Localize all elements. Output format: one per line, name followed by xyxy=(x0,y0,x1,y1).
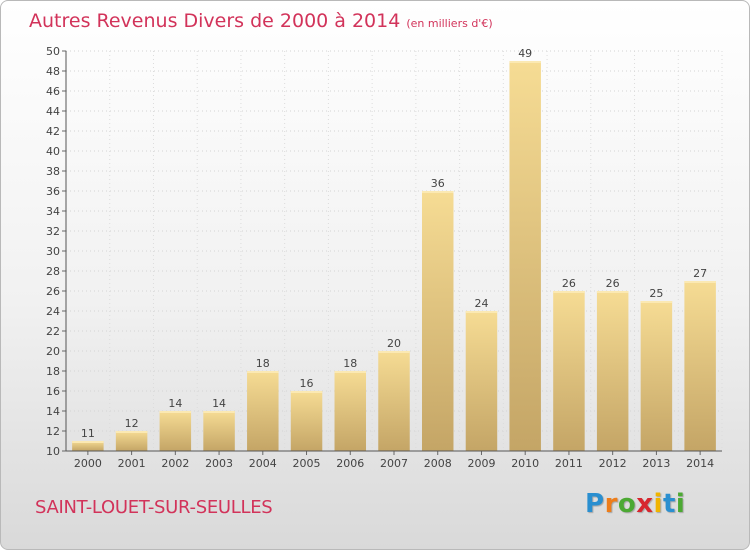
y-tick-label: 10 xyxy=(46,445,60,458)
x-tick-label: 2010 xyxy=(511,457,539,470)
y-tick-label: 46 xyxy=(46,85,60,98)
y-tick-label: 40 xyxy=(46,145,60,158)
bar-2009 xyxy=(465,311,498,451)
bar-2014 xyxy=(684,281,716,451)
commune-name: SAINT-LOUET-SUR-SEULLES xyxy=(35,497,273,518)
bar-value-label: 14 xyxy=(212,397,226,410)
bar-2002 xyxy=(159,411,192,451)
x-tick-label: 2012 xyxy=(599,457,627,470)
bar-highlight xyxy=(159,411,192,413)
bars xyxy=(72,61,716,451)
bar-highlight xyxy=(203,411,235,413)
y-tick-label: 22 xyxy=(46,325,60,338)
x-tick-label: 2007 xyxy=(380,457,408,470)
axes xyxy=(62,50,722,455)
bar-2008 xyxy=(421,191,454,451)
y-tick-label: 16 xyxy=(46,385,60,398)
bar-value-label: 18 xyxy=(256,357,270,370)
x-tick-label: 2011 xyxy=(555,457,583,470)
chart-title-main: Autres Revenus Divers de 2000 à 2014 xyxy=(29,10,401,32)
y-tick-label: 12 xyxy=(46,425,60,438)
y-tick-label: 20 xyxy=(46,345,60,358)
bar-value-label: 18 xyxy=(343,357,357,370)
x-tick-label: 2006 xyxy=(336,457,364,470)
bar-value-label: 36 xyxy=(431,177,445,190)
bar-2010 xyxy=(509,61,541,451)
y-tick-label: 34 xyxy=(46,205,60,218)
bar-2003 xyxy=(203,411,235,451)
bar-2004 xyxy=(247,371,279,451)
x-tick-label: 2009 xyxy=(467,457,495,470)
x-tick-label: 2003 xyxy=(205,457,233,470)
bar-highlight xyxy=(596,291,629,293)
bar-highlight xyxy=(509,61,541,63)
proxiti-logo: Proxiti xyxy=(585,489,685,519)
bar-highlight xyxy=(640,301,673,303)
y-tick-label: 36 xyxy=(46,185,60,198)
x-tick-label: 2014 xyxy=(686,457,714,470)
x-tick-label: 2013 xyxy=(642,457,670,470)
bar-highlight xyxy=(115,431,148,433)
bar-2011 xyxy=(553,291,585,451)
bar-value-label: 27 xyxy=(693,267,707,280)
bar-highlight xyxy=(378,351,410,353)
x-tick-label: 2008 xyxy=(424,457,452,470)
bar-value-label: 11 xyxy=(81,427,95,440)
x-tick-label: 2000 xyxy=(74,457,102,470)
y-tick-label: 28 xyxy=(46,265,60,278)
logo-letter: x xyxy=(636,489,654,519)
y-tick-label: 38 xyxy=(46,165,60,178)
logo-letter: P xyxy=(585,489,605,519)
bar-2012 xyxy=(596,291,629,451)
chart-title: Autres Revenus Divers de 2000 à 2014 (en … xyxy=(29,10,493,32)
y-tick-label: 24 xyxy=(46,305,60,318)
y-tick-label: 18 xyxy=(46,365,60,378)
bar-value-label: 26 xyxy=(562,277,576,290)
x-tick-label: 2005 xyxy=(293,457,321,470)
bar-2007 xyxy=(378,351,410,451)
bar-highlight xyxy=(684,281,716,283)
y-tick-label: 30 xyxy=(46,245,60,258)
y-tick-label: 26 xyxy=(46,285,60,298)
bar-highlight xyxy=(421,191,454,193)
y-tick-label: 48 xyxy=(46,65,60,78)
x-tick-label: 2001 xyxy=(118,457,146,470)
logo-letter: i xyxy=(675,489,686,519)
x-tick-label: 2004 xyxy=(249,457,277,470)
bar-value-label: 14 xyxy=(168,397,182,410)
bar-value-label: 26 xyxy=(606,277,620,290)
y-tick-label: 50 xyxy=(46,45,60,58)
bar-highlight xyxy=(72,441,104,443)
bar-highlight xyxy=(247,371,279,373)
bar-value-label: 24 xyxy=(474,297,488,310)
bar-2000 xyxy=(72,441,104,451)
labels: 10 12 14 16 18 20 22 24 26 28 30 32 34 36 38 40 42 44 46 48… xyxy=(46,45,714,470)
bar-value-label: 25 xyxy=(649,287,663,300)
bar-value-label: 20 xyxy=(387,337,401,350)
bar-2013 xyxy=(640,301,673,451)
logo-letter: t xyxy=(662,489,676,519)
logo-letter: r xyxy=(604,489,618,519)
bar-highlight xyxy=(465,311,498,313)
x-tick-label: 2002 xyxy=(161,457,189,470)
bar-highlight xyxy=(290,391,323,393)
bar-2005 xyxy=(290,391,323,451)
y-tick-label: 14 xyxy=(46,405,60,418)
y-tick-label: 42 xyxy=(46,125,60,138)
bar-2001 xyxy=(115,431,148,451)
bar-value-label: 12 xyxy=(125,417,139,430)
y-tick-label: 44 xyxy=(46,105,60,118)
bar-2006 xyxy=(334,371,367,451)
bar-value-label: 16 xyxy=(300,377,314,390)
bar-highlight xyxy=(334,371,367,373)
logo-letter: o xyxy=(617,489,637,519)
bar-value-label: 49 xyxy=(518,47,532,60)
logo-letter: i xyxy=(653,489,663,519)
y-tick-label: 32 xyxy=(46,225,60,238)
chart-title-unit: (en milliers d'€) xyxy=(406,17,493,30)
bar-highlight xyxy=(553,291,585,293)
